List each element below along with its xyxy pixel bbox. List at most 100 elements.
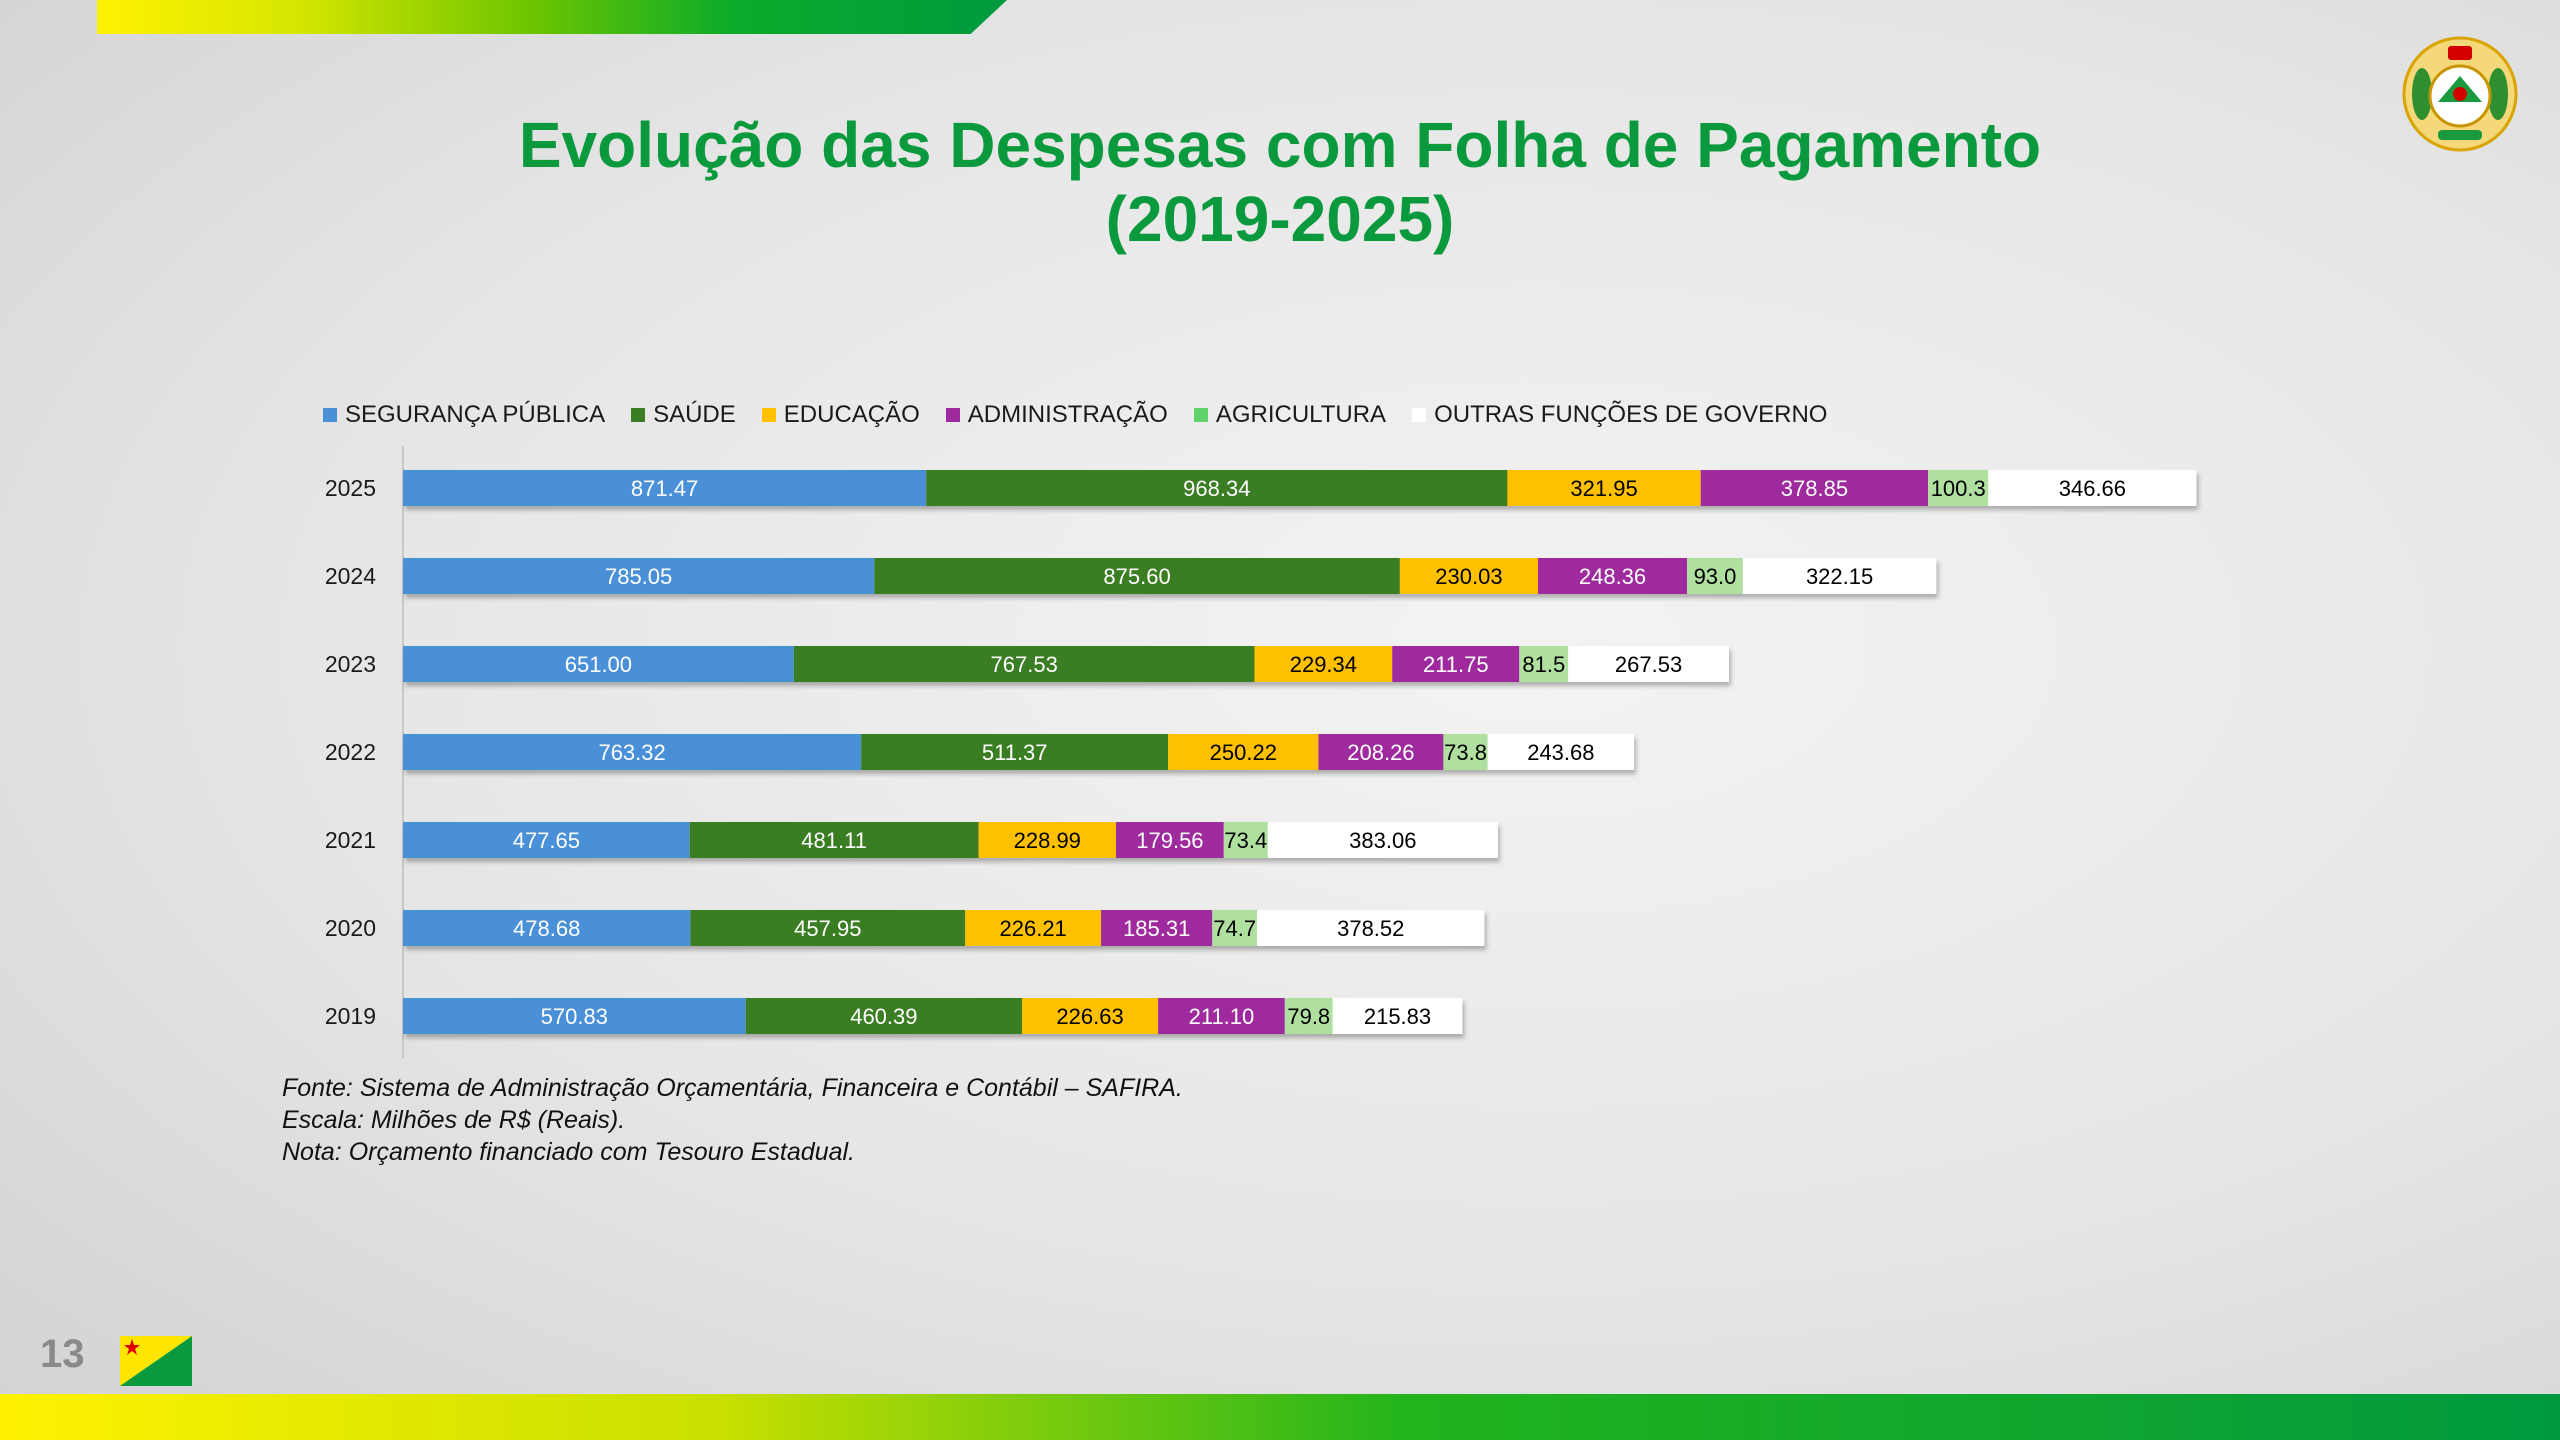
bar-data-label: 93.0 bbox=[1694, 564, 1737, 589]
bar-segment bbox=[403, 734, 862, 770]
legend-label: SEGURANÇA PÚBLICA bbox=[345, 401, 606, 428]
legend-swatch bbox=[761, 408, 776, 422]
bar-segment bbox=[1399, 558, 1538, 594]
bar-segment bbox=[1254, 646, 1393, 682]
bar-segment bbox=[1267, 822, 1498, 858]
bar-segment bbox=[1223, 822, 1268, 858]
bar-segment bbox=[1988, 470, 2197, 506]
bar-segment bbox=[403, 822, 690, 858]
bar-data-label: 100.3 bbox=[1931, 476, 1986, 501]
bar-segment bbox=[926, 470, 1508, 506]
bar-segment bbox=[403, 998, 746, 1034]
bar-segment bbox=[403, 646, 794, 682]
source-note: Fonte: Sistema de Administração Orçament… bbox=[282, 1074, 1183, 1102]
bar-data-label: 460.39 bbox=[850, 1004, 917, 1029]
bar-data-label: 73.4 bbox=[1224, 828, 1267, 853]
legend-label: ADMINISTRAÇÃO bbox=[967, 401, 1168, 428]
legend-entry: EDUCAÇÃO bbox=[761, 401, 920, 429]
bar-segment bbox=[1284, 998, 1333, 1034]
bar-data-label: 511.37 bbox=[982, 740, 1048, 765]
bar-segment bbox=[745, 998, 1023, 1034]
bar-segment bbox=[965, 910, 1102, 946]
year-tick-label: 2021 bbox=[325, 827, 376, 853]
bar-data-label: 226.21 bbox=[1000, 916, 1067, 941]
bar-data-label: 785.05 bbox=[605, 564, 672, 589]
bar-data-label: 871.47 bbox=[631, 476, 698, 501]
bar-segment bbox=[689, 822, 979, 858]
bar-data-label: 378.52 bbox=[1337, 916, 1404, 941]
bar-data-label: 74.7 bbox=[1213, 916, 1256, 941]
bar-data-label: 248.36 bbox=[1579, 564, 1646, 589]
legend-swatch bbox=[323, 408, 337, 422]
bar-segment bbox=[1443, 734, 1488, 770]
bar-segment bbox=[1212, 910, 1258, 946]
bar-data-label: 457.95 bbox=[794, 916, 861, 941]
bar-segment bbox=[1700, 470, 1929, 506]
bar-data-label: 228.99 bbox=[1014, 828, 1081, 853]
scale-note: Escala: Milhões de R$ (Reais). bbox=[282, 1106, 626, 1134]
bar-data-label: 651.00 bbox=[565, 652, 632, 677]
bar-segment bbox=[1318, 734, 1444, 770]
bar-segment bbox=[1687, 558, 1743, 594]
bar-segment bbox=[1332, 998, 1463, 1034]
bar-data-label: 968.34 bbox=[1183, 476, 1250, 501]
bar-segment bbox=[1742, 558, 1937, 594]
bar-segment bbox=[1537, 558, 1688, 594]
year-tick-label: 2023 bbox=[325, 651, 376, 677]
bar-data-label: 322.15 bbox=[1806, 564, 1873, 589]
slide-title: Evolução das Despesas com Folha de Pagam… bbox=[0, 108, 2560, 256]
bar-data-label: 378.85 bbox=[1781, 476, 1848, 501]
legend-entry: SAÚDE bbox=[631, 401, 736, 429]
bar-data-label: 73.8 bbox=[1444, 740, 1487, 765]
bar-data-label: 243.68 bbox=[1527, 740, 1594, 765]
bar-data-label: 81.5 bbox=[1522, 652, 1565, 677]
page-number: 13 bbox=[40, 1332, 85, 1376]
bar-data-label: 478.68 bbox=[513, 916, 580, 941]
funding-note: Nota: Orçamento financiado com Tesouro E… bbox=[282, 1138, 855, 1166]
legend-entry: OUTRAS FUNÇÕES DE GOVERNO bbox=[1412, 401, 1827, 429]
bar-segment bbox=[1568, 646, 1729, 682]
bar-data-label: 875.60 bbox=[1103, 564, 1170, 589]
legend-entry: AGRICULTURA bbox=[1193, 401, 1387, 429]
bar-data-label: 211.10 bbox=[1189, 1004, 1255, 1029]
coat-of-arms-logo bbox=[2402, 36, 2518, 152]
source-notes: Fonte: Sistema de Administração Orçament… bbox=[282, 1072, 1183, 1168]
bar-segment bbox=[861, 734, 1169, 770]
bar-data-label: 179.56 bbox=[1136, 828, 1203, 853]
legend-label: SAÚDE bbox=[653, 401, 736, 428]
bar-data-label: 321.95 bbox=[1570, 476, 1637, 501]
bar-segment bbox=[1116, 822, 1224, 858]
top-accent-bar bbox=[97, 0, 1007, 34]
title-line-2: (2019-2025) bbox=[1105, 183, 1455, 255]
bar-data-label: 267.53 bbox=[1615, 652, 1682, 677]
legend-swatch bbox=[1412, 408, 1427, 422]
bar-data-label: 481.11 bbox=[801, 828, 867, 853]
legend-label: OUTRAS FUNÇÕES DE GOVERNO bbox=[1434, 401, 1828, 428]
bar-segment bbox=[1257, 910, 1485, 946]
chart-legend: SEGURANÇA PÚBLICA SAÚDE EDUCAÇÃO ADMINISTRA… bbox=[323, 398, 1827, 432]
bar-segment bbox=[793, 646, 1255, 682]
bar-segment bbox=[403, 558, 875, 594]
bar-segment bbox=[1928, 470, 1989, 506]
year-tick-label: 2020 bbox=[325, 915, 376, 941]
bar-segment bbox=[1158, 998, 1285, 1034]
legend-label: EDUCAÇÃO bbox=[783, 401, 920, 428]
bar-segment bbox=[874, 558, 1400, 594]
bar-data-label: 229.34 bbox=[1290, 652, 1357, 677]
bar-data-label: 346.66 bbox=[2059, 476, 2126, 501]
bar-segment bbox=[690, 910, 966, 946]
legend-swatch bbox=[631, 408, 646, 422]
bar-segment bbox=[1168, 734, 1319, 770]
bar-segment bbox=[1101, 910, 1213, 946]
year-tick-label: 2025 bbox=[325, 475, 376, 501]
bar-segment bbox=[1519, 646, 1569, 682]
year-tick-label: 2019 bbox=[325, 1003, 376, 1029]
bar-data-label: 208.26 bbox=[1347, 740, 1414, 765]
legend-swatch bbox=[945, 408, 960, 422]
bar-data-label: 211.75 bbox=[1423, 652, 1489, 677]
bar-data-label: 185.31 bbox=[1123, 916, 1190, 941]
bar-segment bbox=[1507, 470, 1701, 506]
bar-data-label: 230.03 bbox=[1435, 564, 1502, 589]
legend-label: AGRICULTURA bbox=[1215, 401, 1387, 428]
bar-data-label: 763.32 bbox=[598, 740, 665, 765]
